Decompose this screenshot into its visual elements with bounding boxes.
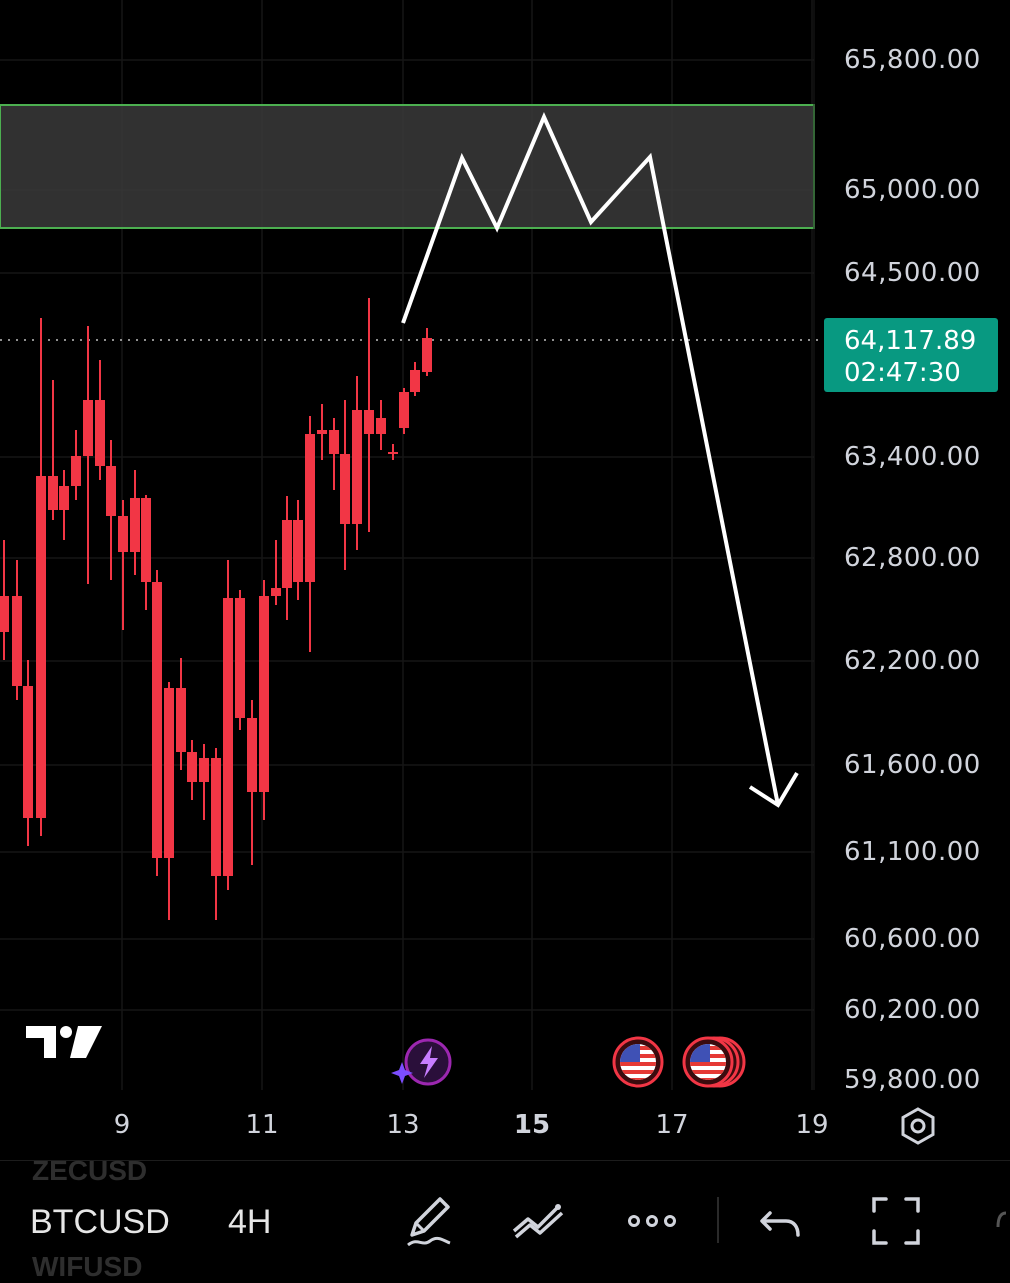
candle-body xyxy=(235,598,245,718)
time-axis-label: 13 xyxy=(386,1110,420,1140)
current-price-tag: 64,117.89 02:47:30 xyxy=(824,318,998,392)
candle-body xyxy=(399,392,409,428)
us-flag-events-stack-icon[interactable] xyxy=(682,1036,748,1088)
price-axis-label: 59,800.00 xyxy=(844,1065,981,1095)
resistance-zone[interactable] xyxy=(0,104,815,229)
candle-body xyxy=(293,520,303,582)
candle-body xyxy=(176,688,186,752)
projection-drawing[interactable] xyxy=(401,111,780,806)
lightning-event-icon[interactable] xyxy=(388,1036,454,1088)
price-axis-label: 63,400.00 xyxy=(844,442,981,472)
us-flag-event-icon[interactable] xyxy=(612,1036,664,1088)
candle-body xyxy=(95,400,105,466)
price-axis-label: 60,200.00 xyxy=(844,995,981,1025)
time-axis-label: 17 xyxy=(655,1110,689,1140)
bar-countdown: 02:47:30 xyxy=(844,358,961,388)
candle-body xyxy=(340,454,350,524)
candle-body xyxy=(422,338,432,372)
price-axis-label: 60,600.00 xyxy=(844,924,981,954)
candle-body xyxy=(211,758,221,876)
candle-body xyxy=(259,596,269,792)
watchlist-prev-symbol[interactable]: ZECUSD xyxy=(32,1155,148,1186)
timeframe-button[interactable]: 4H xyxy=(228,1203,272,1241)
undo-icon[interactable] xyxy=(754,1191,814,1251)
candle-body xyxy=(164,688,174,858)
toolbar-divider xyxy=(717,1197,719,1243)
candle-body xyxy=(187,752,197,782)
candles xyxy=(0,298,432,920)
candle-body xyxy=(282,520,292,588)
partial-overflow-icon[interactable] xyxy=(990,1191,1010,1251)
candle-body xyxy=(23,686,33,818)
time-axis-label: 19 xyxy=(795,1110,829,1140)
time-axis-label: 9 xyxy=(113,1110,131,1140)
fullscreen-icon[interactable] xyxy=(866,1191,926,1251)
candle-body xyxy=(83,400,93,456)
price-axis-label: 64,500.00 xyxy=(844,258,981,288)
price-axis-label: 62,800.00 xyxy=(844,543,981,573)
candle-body xyxy=(36,476,46,818)
price-axis-label: 62,200.00 xyxy=(844,646,981,676)
tradingview-logo-icon xyxy=(26,1026,102,1058)
price-axis-label: 61,100.00 xyxy=(844,837,981,867)
pen-icon[interactable] xyxy=(400,1191,460,1251)
candle-body xyxy=(317,430,327,434)
candle-body xyxy=(199,758,209,782)
candle-body xyxy=(388,452,398,454)
candle-body xyxy=(59,486,69,510)
chart-area[interactable]: 65,800.00 65,000.00 64,500.00 63,400.00 62,8… xyxy=(0,0,1010,1160)
price-axis-label: 65,000.00 xyxy=(844,175,981,205)
candle-body xyxy=(329,430,339,454)
candle-body xyxy=(364,410,374,434)
bottom-toolbar: ZECUSD BTCUSD WIFUSD 4H xyxy=(0,1155,1010,1282)
candle-body xyxy=(152,582,162,858)
more-icon[interactable] xyxy=(622,1191,682,1251)
symbol-button[interactable]: BTCUSD xyxy=(30,1203,170,1241)
candle-body xyxy=(305,434,315,582)
current-price: 64,117.89 xyxy=(844,326,977,356)
projection-arrowhead xyxy=(748,771,799,808)
candle-body xyxy=(118,516,128,552)
candle-body xyxy=(410,370,420,392)
candle-body xyxy=(141,498,151,582)
time-axis-label: 15 xyxy=(513,1110,551,1140)
candle-body xyxy=(48,476,58,510)
candle-body xyxy=(106,466,116,516)
candle-body xyxy=(376,418,386,434)
candle-body xyxy=(0,596,9,632)
candle-body xyxy=(352,410,362,524)
watchlist-next-symbol[interactable]: WIFUSD xyxy=(32,1251,143,1282)
price-axis-label: 61,600.00 xyxy=(844,750,981,780)
trend-tools-icon[interactable] xyxy=(508,1191,568,1251)
chart-canvas[interactable] xyxy=(0,0,1010,1160)
candle-body xyxy=(223,598,233,876)
candle-body xyxy=(71,456,81,486)
candle-body xyxy=(130,498,140,552)
price-axis-label: 65,800.00 xyxy=(844,45,981,75)
candle-body xyxy=(271,588,281,596)
time-axis-label: 11 xyxy=(245,1110,279,1140)
candle-body xyxy=(12,596,22,686)
chart-settings-icon[interactable] xyxy=(898,1106,938,1146)
candle-body xyxy=(247,718,257,792)
